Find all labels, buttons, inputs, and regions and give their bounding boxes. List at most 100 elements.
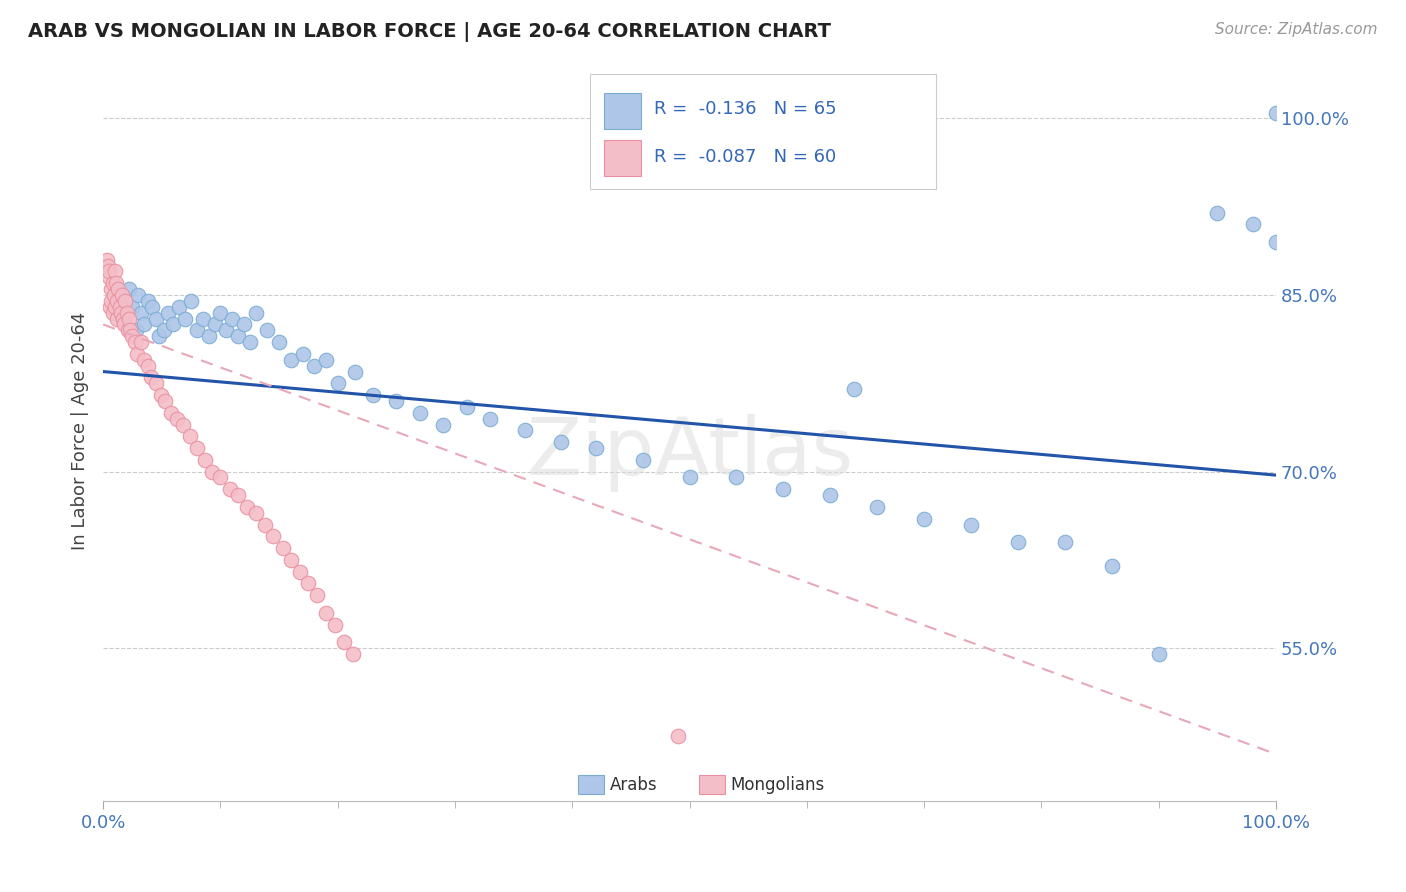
Point bbox=[666, 730, 689, 744]
Text: Arabs: Arabs bbox=[610, 776, 658, 794]
Point bbox=[114, 293, 136, 308]
Point bbox=[108, 300, 131, 314]
Point bbox=[117, 323, 139, 337]
Point bbox=[153, 323, 176, 337]
Point bbox=[124, 335, 146, 350]
Point bbox=[118, 282, 141, 296]
Point bbox=[201, 465, 224, 479]
Point bbox=[256, 323, 278, 337]
Point bbox=[288, 565, 311, 579]
Point bbox=[136, 293, 159, 308]
Point bbox=[98, 270, 121, 285]
Point bbox=[98, 300, 121, 314]
Point bbox=[166, 411, 188, 425]
Point bbox=[127, 347, 149, 361]
Point bbox=[112, 318, 135, 332]
Point bbox=[245, 306, 267, 320]
Point bbox=[479, 411, 502, 425]
Point bbox=[129, 306, 152, 320]
Point bbox=[148, 329, 170, 343]
Point bbox=[141, 370, 163, 384]
Point bbox=[1053, 535, 1076, 549]
Point bbox=[315, 606, 337, 620]
Point bbox=[156, 306, 179, 320]
Point bbox=[180, 293, 202, 308]
Point bbox=[585, 441, 607, 455]
Point bbox=[305, 588, 328, 602]
Point bbox=[194, 453, 217, 467]
Point bbox=[302, 359, 325, 373]
Point bbox=[105, 277, 128, 291]
FancyBboxPatch shape bbox=[605, 93, 641, 128]
Point bbox=[118, 311, 141, 326]
Point bbox=[107, 293, 129, 308]
FancyBboxPatch shape bbox=[591, 74, 936, 189]
Point bbox=[291, 347, 314, 361]
Point bbox=[112, 311, 135, 326]
Point bbox=[315, 352, 337, 367]
Point bbox=[226, 329, 249, 343]
Text: R =  -0.087   N = 60: R = -0.087 N = 60 bbox=[654, 148, 837, 166]
Point bbox=[136, 359, 159, 373]
Point bbox=[191, 311, 214, 326]
Point bbox=[1241, 218, 1264, 232]
Point bbox=[326, 376, 349, 391]
Point bbox=[172, 417, 194, 432]
Point bbox=[134, 352, 156, 367]
FancyBboxPatch shape bbox=[699, 775, 724, 794]
Point bbox=[107, 282, 129, 296]
Point bbox=[344, 365, 367, 379]
Point bbox=[179, 429, 201, 443]
Point bbox=[236, 500, 259, 514]
FancyBboxPatch shape bbox=[578, 775, 605, 794]
Y-axis label: In Labor Force | Age 20-64: In Labor Force | Age 20-64 bbox=[72, 311, 89, 549]
Point bbox=[1007, 535, 1029, 549]
Text: Mongolians: Mongolians bbox=[731, 776, 825, 794]
Point bbox=[127, 288, 149, 302]
Point bbox=[160, 406, 183, 420]
Point bbox=[97, 259, 120, 273]
Point bbox=[162, 318, 184, 332]
Point bbox=[105, 311, 128, 326]
Point bbox=[262, 529, 284, 543]
Point bbox=[155, 394, 177, 409]
Point bbox=[125, 323, 148, 337]
Point bbox=[550, 435, 572, 450]
Point bbox=[1147, 647, 1170, 661]
Point bbox=[772, 482, 794, 496]
Point bbox=[678, 470, 700, 484]
Point bbox=[253, 517, 276, 532]
Point bbox=[103, 288, 125, 302]
Point bbox=[197, 329, 219, 343]
Point bbox=[280, 352, 302, 367]
Point bbox=[145, 376, 167, 391]
Point bbox=[110, 306, 132, 320]
Point bbox=[100, 282, 122, 296]
Point bbox=[186, 441, 208, 455]
Point bbox=[325, 617, 347, 632]
Point bbox=[112, 311, 135, 326]
Point bbox=[280, 553, 302, 567]
Point bbox=[96, 252, 118, 267]
Point bbox=[134, 318, 156, 332]
Point bbox=[1101, 558, 1123, 573]
Point bbox=[111, 288, 134, 302]
Point bbox=[960, 517, 983, 532]
Point bbox=[209, 470, 232, 484]
Point bbox=[98, 264, 121, 278]
Point bbox=[515, 424, 537, 438]
Point bbox=[239, 335, 262, 350]
Point bbox=[332, 635, 354, 649]
Point bbox=[145, 311, 167, 326]
Point bbox=[271, 541, 294, 555]
Point bbox=[141, 300, 163, 314]
Point bbox=[432, 417, 454, 432]
Point bbox=[129, 335, 152, 350]
Point bbox=[409, 406, 432, 420]
Point bbox=[104, 264, 127, 278]
Point bbox=[120, 323, 142, 337]
Point bbox=[121, 329, 143, 343]
Point bbox=[842, 382, 865, 396]
Point bbox=[232, 318, 254, 332]
Text: Source: ZipAtlas.com: Source: ZipAtlas.com bbox=[1215, 22, 1378, 37]
